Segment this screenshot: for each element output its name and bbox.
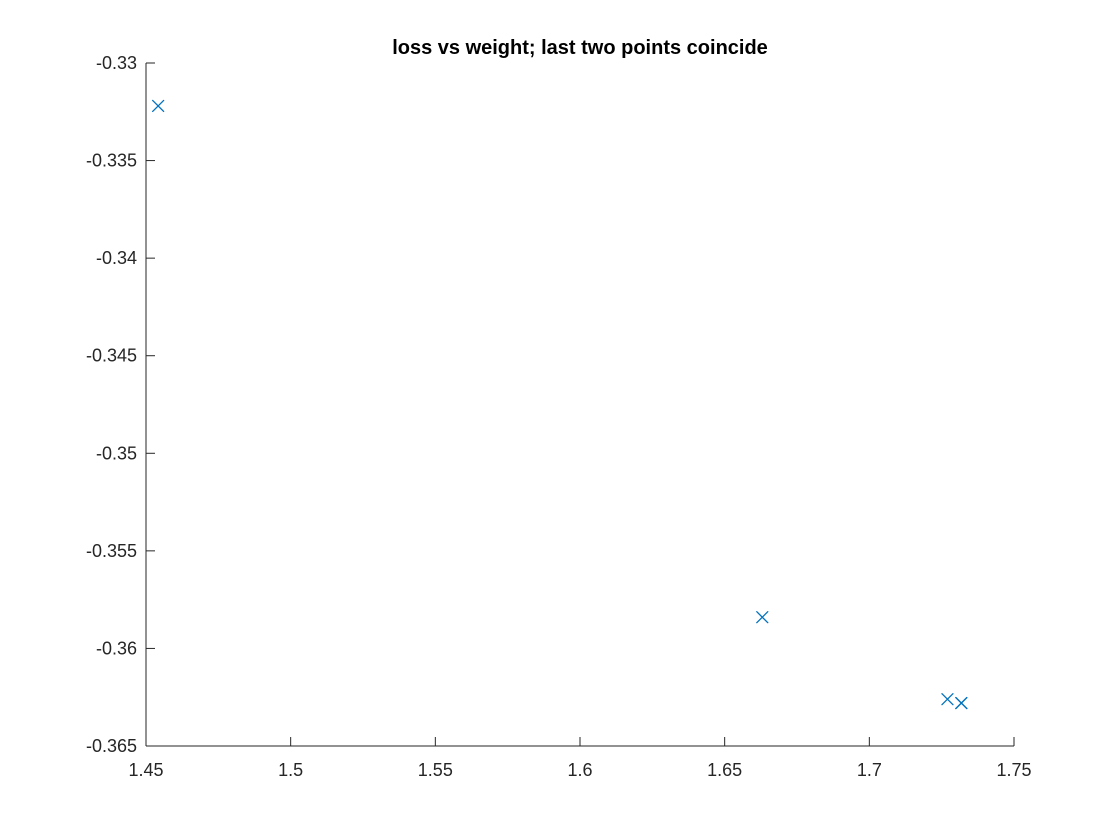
x-tick-label: 1.7 — [857, 760, 882, 780]
y-axis-ticks: -0.365 -0.36 -0.355 -0.35 -0.345 -0.34 -0.335 -… — [86, 53, 155, 756]
y-tick-label: -0.365 — [86, 736, 137, 756]
y-tick-label: -0.335 — [86, 151, 137, 171]
x-tick-label: 1.75 — [996, 760, 1031, 780]
y-tick-label: -0.33 — [96, 53, 137, 73]
y-tick-label: -0.35 — [96, 443, 137, 463]
y-tick-label: -0.345 — [86, 346, 137, 366]
data-markers — [152, 99, 968, 710]
data-point — [955, 696, 968, 710]
data-point — [941, 693, 954, 706]
chart-title: loss vs weight; last two points coincide — [392, 37, 768, 59]
x-tick-label: 1.5 — [278, 760, 303, 780]
x-tick-label: 1.6 — [567, 760, 592, 780]
x-axis-ticks: 1.45 1.5 1.55 1.6 1.65 1.7 1.75 — [128, 737, 1032, 780]
x-tick-label: 1.45 — [128, 760, 163, 780]
plot-axes — [145, 63, 1014, 747]
data-point — [756, 611, 769, 624]
data-point — [152, 99, 165, 113]
x-tick-label: 1.55 — [418, 760, 453, 780]
y-tick-label: -0.355 — [86, 541, 137, 561]
y-tick-label: -0.36 — [96, 638, 137, 658]
y-tick-label: -0.34 — [96, 248, 137, 268]
x-tick-label: 1.65 — [707, 760, 742, 780]
